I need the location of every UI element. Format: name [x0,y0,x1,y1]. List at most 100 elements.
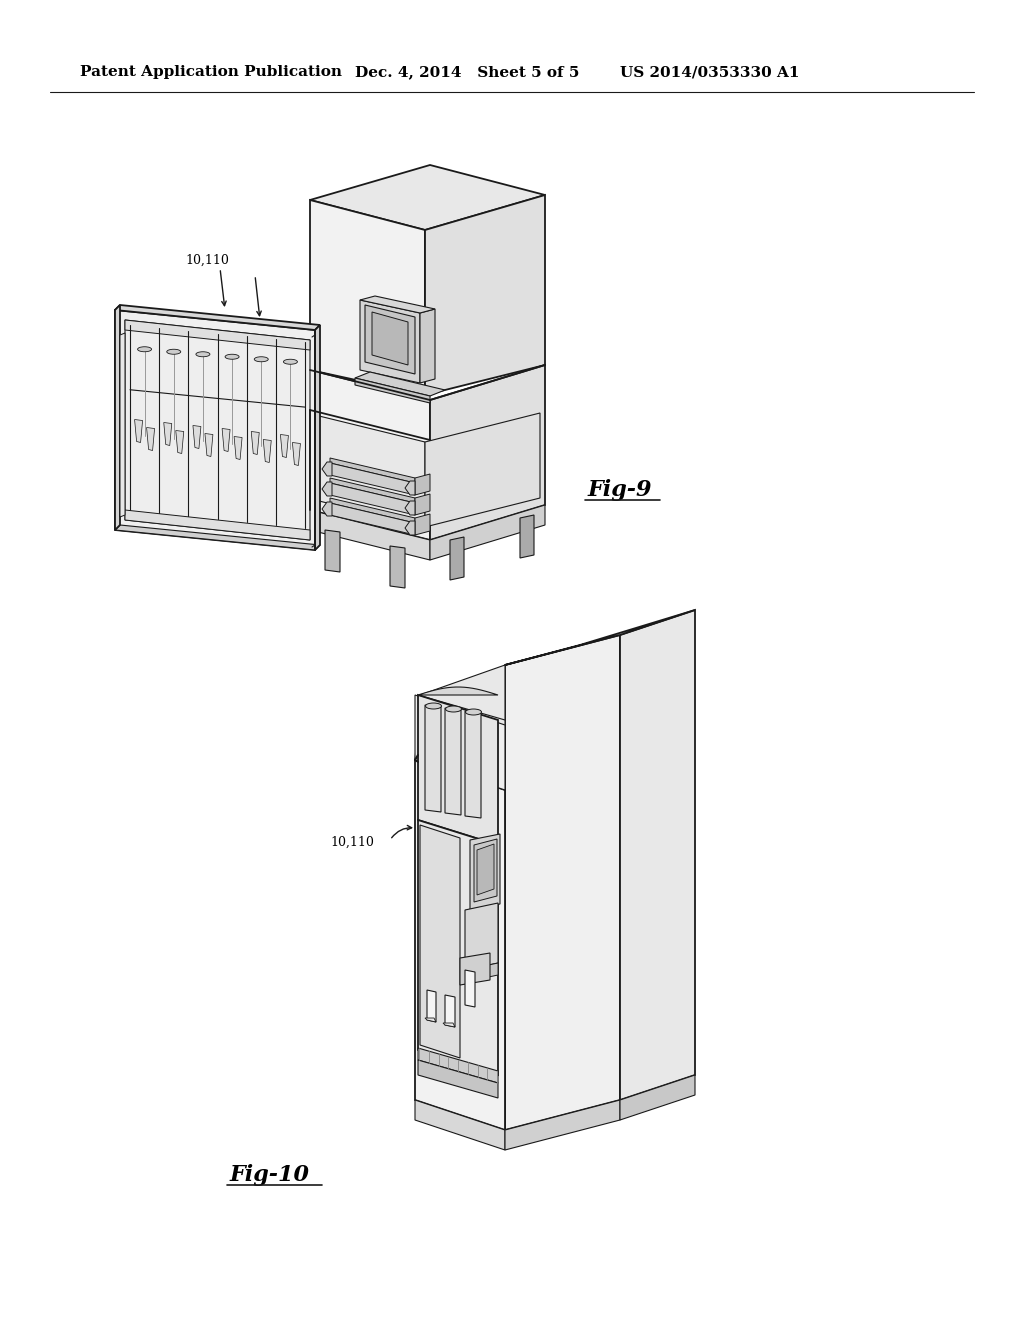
Polygon shape [115,310,315,550]
Polygon shape [465,903,498,970]
Polygon shape [125,319,310,350]
Polygon shape [310,370,430,540]
Polygon shape [425,413,540,527]
Polygon shape [418,1060,498,1098]
Polygon shape [115,525,319,550]
Polygon shape [251,432,259,454]
Polygon shape [415,474,430,495]
Polygon shape [445,995,455,1027]
Polygon shape [360,296,435,313]
Polygon shape [360,300,420,383]
Polygon shape [293,442,300,466]
Polygon shape [465,970,475,1007]
Polygon shape [115,305,319,330]
Polygon shape [505,610,695,665]
Polygon shape [415,696,505,789]
Polygon shape [425,195,545,395]
Polygon shape [234,437,242,459]
Ellipse shape [167,350,181,354]
Polygon shape [330,478,415,503]
Polygon shape [415,665,505,789]
Polygon shape [330,498,415,523]
Polygon shape [425,705,441,812]
Polygon shape [406,480,415,495]
Polygon shape [310,165,545,230]
Polygon shape [222,429,230,451]
Polygon shape [315,325,319,550]
Polygon shape [134,420,142,442]
Polygon shape [322,462,332,477]
Polygon shape [310,201,425,395]
Text: Patent Application Publication: Patent Application Publication [80,65,342,79]
Polygon shape [425,1018,436,1022]
Polygon shape [205,433,213,457]
Polygon shape [470,834,500,909]
Polygon shape [520,515,534,558]
Polygon shape [330,458,415,483]
Polygon shape [125,510,310,540]
Polygon shape [176,430,183,454]
Polygon shape [418,820,498,1074]
Polygon shape [505,635,620,1130]
Ellipse shape [196,351,210,356]
Polygon shape [281,434,289,458]
Polygon shape [620,1074,695,1119]
Ellipse shape [254,356,268,362]
Polygon shape [420,825,460,1059]
Ellipse shape [426,704,441,709]
Polygon shape [505,1100,620,1150]
FancyArrowPatch shape [391,825,412,838]
Polygon shape [322,482,332,496]
Polygon shape [365,305,415,374]
Polygon shape [193,425,201,449]
Polygon shape [355,378,430,403]
Polygon shape [415,494,430,515]
Polygon shape [418,696,498,845]
Polygon shape [443,1023,455,1027]
Polygon shape [325,531,340,572]
Polygon shape [120,333,125,517]
Polygon shape [430,366,545,540]
Polygon shape [465,711,481,818]
Polygon shape [460,953,490,985]
Polygon shape [390,546,406,587]
Polygon shape [415,760,505,1130]
Polygon shape [418,1048,498,1082]
Polygon shape [315,414,425,527]
Polygon shape [474,840,497,902]
Polygon shape [372,312,408,366]
Ellipse shape [284,359,297,364]
Text: Dec. 4, 2014   Sheet 5 of 5: Dec. 4, 2014 Sheet 5 of 5 [355,65,580,79]
Polygon shape [415,513,430,535]
Polygon shape [115,305,120,531]
Polygon shape [620,610,695,1100]
Polygon shape [330,463,415,495]
Polygon shape [406,521,415,535]
Polygon shape [477,843,494,895]
Polygon shape [445,708,461,814]
Polygon shape [420,309,435,383]
Text: Fig-9: Fig-9 [588,479,652,502]
Text: 10,110: 10,110 [185,253,229,267]
Polygon shape [330,483,415,515]
Ellipse shape [137,347,152,351]
Text: US 2014/0353330 A1: US 2014/0353330 A1 [620,65,800,79]
Text: Fig-10: Fig-10 [230,1164,310,1185]
Polygon shape [310,510,430,560]
Polygon shape [330,503,415,535]
Polygon shape [263,440,271,462]
Polygon shape [465,964,498,982]
Ellipse shape [225,354,239,359]
Polygon shape [418,686,498,696]
Polygon shape [415,1100,505,1150]
Polygon shape [164,422,172,446]
Polygon shape [146,428,155,450]
Polygon shape [430,506,545,560]
Text: 10,110: 10,110 [330,836,374,849]
Polygon shape [322,502,332,516]
Polygon shape [125,319,310,540]
Polygon shape [427,990,436,1022]
Ellipse shape [466,709,481,715]
Ellipse shape [445,706,462,711]
Polygon shape [406,502,415,515]
